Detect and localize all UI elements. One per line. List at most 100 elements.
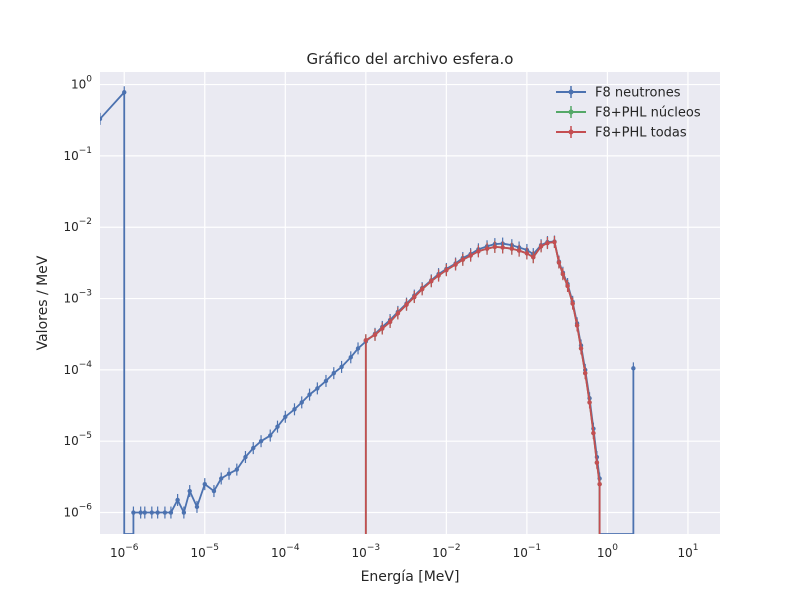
data-point [100,116,103,122]
series-3 [363,236,602,534]
data-point [211,488,217,494]
legend: F8 neutrones F8+PHL núcleos F8+PHL todas [556,86,701,141]
legend-marker [568,129,574,135]
data-point [395,311,401,316]
data-point [323,378,329,384]
data-point [275,424,280,429]
chart-title: Gráfico del archivo esfera.o [307,50,514,68]
data-point [556,260,562,265]
data-point [565,283,570,289]
legend-marker [568,109,574,115]
data-point [181,510,187,515]
data-point [243,454,248,460]
data-point [524,251,530,256]
y-tick-label: 10−1 [63,146,92,163]
data-point [194,504,200,510]
data-point [574,323,580,328]
data-point [387,319,393,325]
data-point [348,355,353,360]
data-point [131,510,136,515]
x-tick-label: 10−1 [513,543,542,560]
data-point [251,445,256,451]
data-point [363,338,369,343]
data-point [292,407,297,412]
data-point [234,467,240,472]
data-point [583,370,588,376]
data-point [500,245,505,250]
legend-marker [568,89,574,95]
data-point [468,253,473,258]
y-tick-label: 10−4 [63,360,92,377]
legend-label: F8+PHL núcleos [595,106,701,121]
legend-item: F8+PHL todas [556,126,687,141]
data-point [594,460,600,465]
data-point [453,262,458,267]
x-tick-labels: 10−6 10−5 10−4 10−3 10−2 10−1 100 101 [110,543,699,560]
legend-label: F8+PHL todas [595,126,687,141]
data-point [299,400,304,405]
data-point [162,510,168,515]
data-point [202,481,207,487]
data-point [168,510,174,515]
data-point [516,248,522,253]
data-point [538,244,544,249]
data-point [412,294,417,300]
data-point [545,240,550,246]
data-point [226,471,232,476]
data-point [419,287,425,292]
series-layer [100,86,636,534]
x-tick-label: 101 [677,543,698,560]
grid-lines [100,72,720,534]
data-point [175,497,180,503]
data-point [444,267,449,273]
data-point [587,400,592,405]
x-tick-label: 10−2 [432,543,461,560]
x-tick-label: 10−6 [110,543,139,560]
y-tick-label: 10−5 [63,431,92,448]
data-point [552,239,557,245]
data-point [138,510,143,515]
data-point [187,488,192,494]
data-point [142,510,147,515]
x-tick-label: 10−3 [352,543,381,560]
x-axis-label: Energía [MeV] [361,569,460,585]
data-point [122,90,127,95]
legend-item: F8+PHL núcleos [556,106,701,121]
data-point [484,246,490,251]
plot-background [100,72,720,534]
data-point [492,244,498,250]
data-point [531,254,536,260]
data-point [268,433,273,438]
data-point [380,326,385,331]
data-point [631,366,636,371]
data-point [155,510,160,515]
x-tick-label: 10−5 [190,543,219,560]
data-point [436,273,441,278]
data-point [460,257,466,262]
data-point [591,430,596,436]
legend-item: F8 neutrones [556,86,681,101]
data-point [331,370,336,376]
data-point [597,481,602,487]
x-tick-label: 100 [597,543,618,560]
y-tick-label: 10−6 [63,503,92,520]
data-point [509,246,515,251]
data-point [578,346,584,351]
data-point [339,364,344,370]
y-tick-label: 10−3 [63,289,92,306]
legend-label: F8 neutrones [595,86,681,101]
data-point [560,271,566,277]
data-point [372,332,378,338]
data-point [258,439,264,444]
data-point [476,249,481,254]
data-point [219,476,224,481]
y-axis-label: Valores / MeV [35,255,51,350]
y-tick-label: 100 [71,75,92,92]
data-point [355,346,361,351]
y-tick-labels: 10−6 10−5 10−4 10−3 10−2 10−1 100 [63,75,92,520]
data-point [307,392,312,397]
data-point [570,301,575,306]
y-tick-label: 10−2 [63,217,92,234]
data-point [283,414,288,419]
